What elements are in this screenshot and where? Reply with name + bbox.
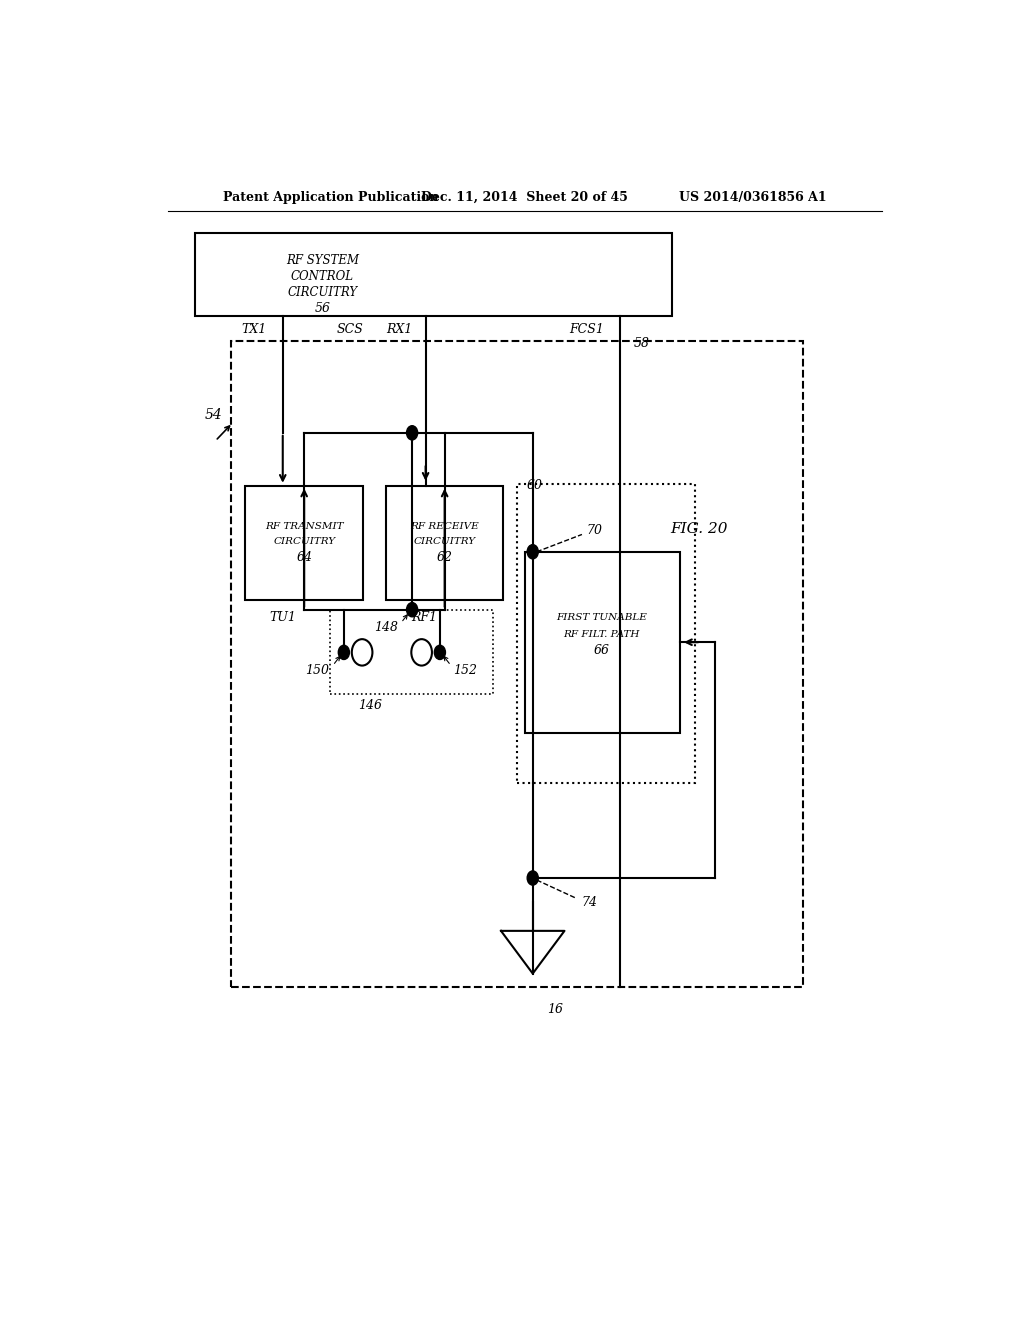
Text: US 2014/0361856 A1: US 2014/0361856 A1 bbox=[679, 190, 826, 203]
Text: RF FILT. PATH: RF FILT. PATH bbox=[563, 630, 640, 639]
Text: Dec. 11, 2014  Sheet 20 of 45: Dec. 11, 2014 Sheet 20 of 45 bbox=[421, 190, 629, 203]
Text: 74: 74 bbox=[582, 896, 598, 909]
Text: RF SYSTEM: RF SYSTEM bbox=[286, 253, 359, 267]
Text: RF1: RF1 bbox=[412, 611, 437, 624]
Text: RF RECEIVE: RF RECEIVE bbox=[411, 521, 479, 531]
Text: 152: 152 bbox=[454, 664, 477, 677]
Bar bbox=[524, 552, 680, 733]
Text: FCS1: FCS1 bbox=[569, 322, 604, 335]
Text: FIRST TUNABLE: FIRST TUNABLE bbox=[556, 614, 647, 622]
Text: 70: 70 bbox=[587, 524, 603, 537]
Circle shape bbox=[352, 639, 373, 665]
Bar bbox=[386, 486, 504, 599]
Text: TU1: TU1 bbox=[269, 611, 296, 624]
Text: Patent Application Publication: Patent Application Publication bbox=[223, 190, 438, 203]
Text: 66: 66 bbox=[594, 644, 609, 657]
Circle shape bbox=[434, 645, 445, 660]
Text: 60: 60 bbox=[526, 479, 543, 492]
Circle shape bbox=[338, 645, 349, 660]
Text: FIG. 20: FIG. 20 bbox=[671, 523, 728, 536]
Text: 56: 56 bbox=[314, 302, 331, 315]
Text: 58: 58 bbox=[634, 337, 649, 350]
Circle shape bbox=[412, 639, 432, 665]
Text: CIRCUITRY: CIRCUITRY bbox=[288, 286, 357, 300]
Text: SCS: SCS bbox=[337, 322, 364, 335]
Text: 62: 62 bbox=[436, 552, 453, 565]
Circle shape bbox=[527, 871, 539, 886]
Bar bbox=[246, 486, 362, 599]
Bar bbox=[231, 342, 803, 987]
Text: 16: 16 bbox=[547, 1003, 563, 1015]
Text: 54: 54 bbox=[205, 408, 222, 421]
Text: RF TRANSMIT: RF TRANSMIT bbox=[265, 521, 343, 531]
Text: RX1: RX1 bbox=[386, 322, 412, 335]
Circle shape bbox=[527, 545, 539, 558]
Bar bbox=[517, 483, 695, 784]
Text: 150: 150 bbox=[305, 664, 330, 677]
Bar bbox=[196, 232, 672, 315]
Text: CONTROL: CONTROL bbox=[291, 269, 354, 282]
Text: 146: 146 bbox=[358, 698, 382, 711]
Text: 64: 64 bbox=[296, 552, 312, 565]
Circle shape bbox=[407, 426, 418, 440]
Text: TX1: TX1 bbox=[242, 322, 267, 335]
Bar bbox=[331, 610, 494, 694]
Text: CIRCUITRY: CIRCUITRY bbox=[414, 537, 476, 546]
Text: CIRCUITRY: CIRCUITRY bbox=[273, 537, 335, 546]
Text: 148: 148 bbox=[374, 622, 397, 635]
Circle shape bbox=[407, 602, 418, 616]
